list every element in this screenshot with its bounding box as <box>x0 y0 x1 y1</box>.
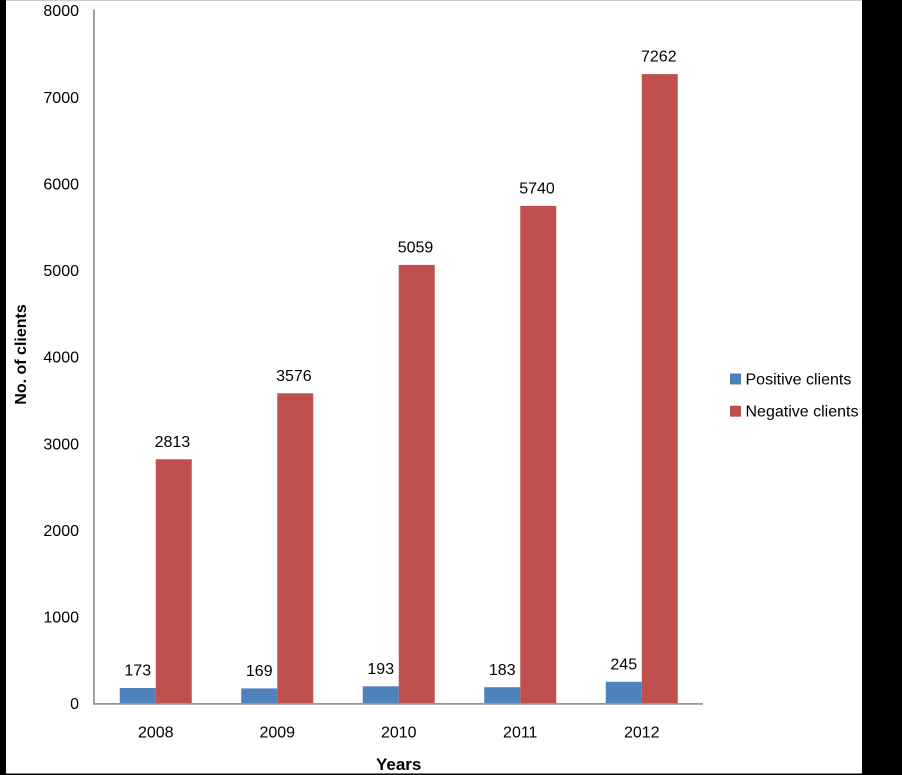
svg-text:183: 183 <box>489 662 516 679</box>
svg-text:7262: 7262 <box>641 49 677 66</box>
svg-text:3576: 3576 <box>276 368 312 385</box>
svg-text:169: 169 <box>246 663 273 680</box>
svg-text:Positive clients: Positive clients <box>746 371 852 388</box>
svg-text:245: 245 <box>610 656 637 673</box>
svg-text:4000: 4000 <box>43 350 79 367</box>
svg-text:5000: 5000 <box>43 263 79 280</box>
svg-text:Years: Years <box>376 755 421 774</box>
svg-text:173: 173 <box>124 663 151 680</box>
svg-text:0: 0 <box>70 696 79 713</box>
svg-text:5740: 5740 <box>519 181 555 198</box>
svg-text:8000: 8000 <box>43 3 79 20</box>
svg-text:2813: 2813 <box>155 434 191 451</box>
svg-text:5059: 5059 <box>398 240 434 257</box>
svg-text:Negative clients: Negative clients <box>746 403 859 420</box>
svg-text:2011: 2011 <box>503 725 538 742</box>
svg-text:6000: 6000 <box>43 176 79 193</box>
svg-text:2008: 2008 <box>138 725 174 742</box>
svg-text:7000: 7000 <box>43 90 79 107</box>
svg-text:2000: 2000 <box>43 523 79 540</box>
svg-text:2010: 2010 <box>381 725 417 742</box>
svg-text:2012: 2012 <box>624 725 660 742</box>
svg-text:No. of clients: No. of clients <box>13 304 30 405</box>
svg-text:2009: 2009 <box>259 725 295 742</box>
svg-text:3000: 3000 <box>43 436 79 453</box>
svg-text:1000: 1000 <box>43 610 79 627</box>
svg-text:193: 193 <box>367 661 394 678</box>
